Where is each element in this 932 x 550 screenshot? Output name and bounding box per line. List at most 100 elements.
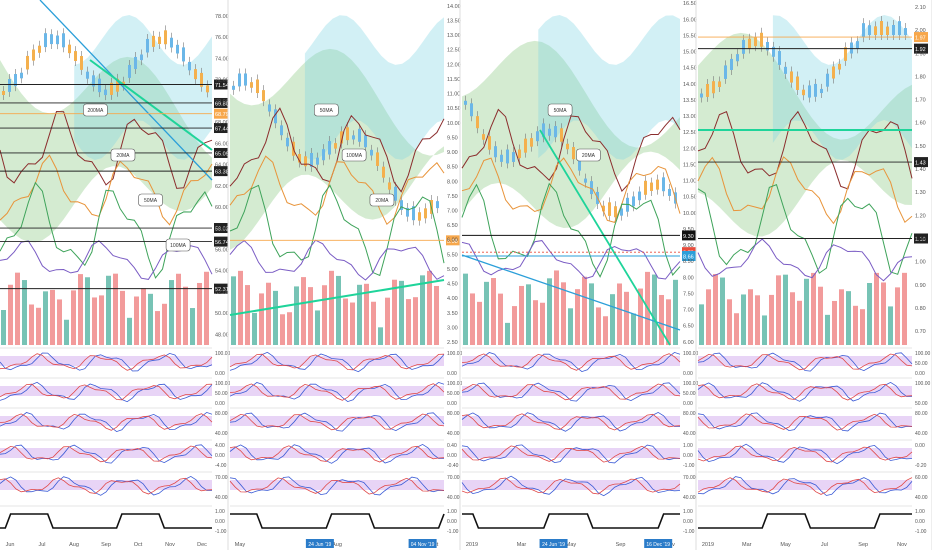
annotation-label: 20MA bbox=[375, 198, 389, 204]
y-axis-tick-label: 15.50 bbox=[683, 33, 697, 39]
y-axis-tick-label: 58.00 bbox=[215, 226, 229, 232]
sub-panel-tick-label: 40.00 bbox=[683, 495, 696, 501]
sub-panel-tick-label: 0.00 bbox=[215, 519, 225, 525]
x-axis-tick-label: Jul bbox=[38, 542, 45, 548]
y-axis-tick-label: 1.90 bbox=[915, 51, 926, 57]
y-axis-tick-label: 1.00 bbox=[915, 260, 926, 266]
oscillator-line-red bbox=[229, 413, 445, 431]
candle bbox=[134, 56, 137, 70]
volume-bar bbox=[673, 279, 678, 345]
candle bbox=[298, 153, 301, 163]
sub-panel-tick-label: 0.00 bbox=[215, 371, 225, 377]
x-axis-tick-label: Nov bbox=[165, 542, 175, 548]
price-tag-label: 1.10 bbox=[915, 237, 926, 243]
candle bbox=[488, 136, 491, 150]
sub-panel-tick-label: 80.00 bbox=[215, 411, 228, 417]
volume-bar bbox=[1, 310, 6, 345]
ichimoku-cloud-secondary bbox=[772, 15, 912, 160]
sub-panel-tick-label: 100.00 bbox=[683, 351, 699, 357]
sub-panel-tick-label: 40.00 bbox=[683, 431, 696, 437]
candle bbox=[188, 61, 191, 71]
candle bbox=[560, 128, 563, 142]
annotation-callout bbox=[369, 193, 395, 207]
candle bbox=[874, 26, 877, 35]
ma-line-purple bbox=[697, 238, 913, 282]
candle bbox=[394, 186, 397, 201]
ma-line-green bbox=[229, 184, 445, 277]
ma-line-green bbox=[0, 181, 213, 279]
oscillator-line-red bbox=[229, 383, 445, 401]
candle bbox=[158, 36, 161, 44]
volume-bar bbox=[526, 284, 531, 345]
volume-bar bbox=[519, 285, 524, 345]
candle bbox=[820, 88, 823, 94]
candle bbox=[370, 149, 373, 156]
candle bbox=[146, 38, 149, 53]
sub-panel-tick-label: -1.00 bbox=[683, 463, 695, 469]
price-tag-label: 52.31 bbox=[215, 287, 229, 293]
candle bbox=[206, 85, 209, 93]
price-tag-label: 1.97 bbox=[915, 36, 926, 42]
y-axis-tick-label: 16.50 bbox=[683, 1, 697, 7]
annotation-label: 200MA bbox=[87, 108, 104, 114]
candle bbox=[8, 79, 11, 92]
volume-bar bbox=[825, 314, 830, 345]
candle bbox=[802, 89, 805, 96]
trend-line bbox=[461, 254, 681, 331]
chart-panel-1: 71.54 69.80 68.79 67.44 65.09 63.38 58.02 56.74… bbox=[0, 0, 231, 550]
oscillator-line-red bbox=[697, 353, 913, 371]
volume-bar bbox=[434, 285, 439, 345]
sub-panel-tick-label: 0.00 bbox=[683, 519, 693, 525]
oscillator-band bbox=[0, 448, 212, 458]
oscillator-band bbox=[0, 356, 212, 366]
volume-bar bbox=[610, 294, 615, 345]
volume-bar bbox=[357, 284, 362, 345]
sub-panel-tick-label: 80.00 bbox=[447, 411, 460, 417]
oscillator-line-red bbox=[697, 445, 913, 463]
sub-panel-tick-label: 50.00 bbox=[683, 391, 696, 397]
sub-panel-tick-label: -0.20 bbox=[915, 463, 927, 469]
sub-panel-tick-label: -1.00 bbox=[683, 529, 695, 535]
volume-bar bbox=[15, 272, 20, 345]
y-axis-tick-label: 3.50 bbox=[447, 311, 458, 317]
oscillator-line-blue bbox=[0, 475, 212, 496]
sub-panel-tick-label: 70.00 bbox=[215, 475, 228, 481]
candle bbox=[668, 188, 671, 196]
volume-bar bbox=[755, 295, 760, 345]
candle bbox=[518, 149, 521, 159]
candle bbox=[530, 138, 533, 147]
oscillator-line-blue bbox=[697, 443, 913, 465]
y-axis-tick-label: 12.50 bbox=[683, 130, 697, 136]
candle bbox=[572, 147, 575, 160]
candle bbox=[772, 46, 775, 57]
volume-bar bbox=[141, 288, 146, 345]
candle bbox=[238, 73, 241, 87]
candle bbox=[92, 75, 95, 87]
oscillator-line-red bbox=[229, 477, 445, 495]
candle bbox=[578, 157, 581, 171]
candle bbox=[536, 131, 539, 142]
volume-bar bbox=[888, 306, 893, 345]
volume-bar bbox=[540, 302, 545, 345]
candle bbox=[712, 81, 715, 94]
x-axis-tick-label: Sep bbox=[616, 542, 626, 548]
candle bbox=[494, 146, 497, 158]
sub-panel-tick-label: -0.40 bbox=[447, 463, 459, 469]
volume-bar bbox=[533, 300, 538, 345]
y-axis-tick-label: 11.00 bbox=[683, 179, 696, 185]
candle bbox=[194, 69, 197, 80]
volume-bar bbox=[120, 290, 125, 345]
volume-bar bbox=[78, 274, 83, 345]
oscillator-band bbox=[0, 416, 212, 426]
volume-bar bbox=[406, 299, 411, 345]
candle bbox=[74, 51, 77, 61]
volume-bar bbox=[301, 277, 306, 345]
ma-line-dark-red bbox=[229, 107, 445, 193]
candle bbox=[364, 135, 367, 148]
annotation-label: 50MA bbox=[144, 198, 158, 204]
volume-bar bbox=[706, 289, 711, 345]
volume-bar bbox=[867, 283, 872, 345]
annotation-callout bbox=[341, 148, 367, 162]
candle bbox=[400, 200, 403, 210]
candle bbox=[632, 196, 635, 207]
